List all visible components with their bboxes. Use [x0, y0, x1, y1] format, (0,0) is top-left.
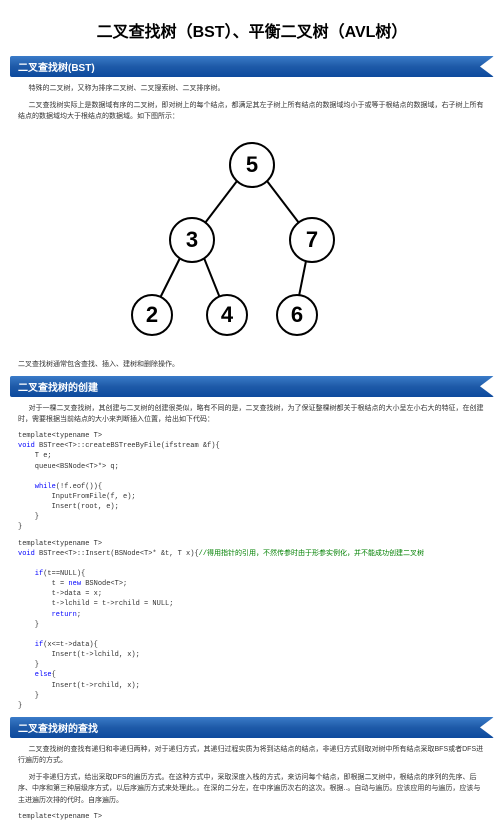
svg-text:2: 2 [146, 302, 158, 327]
section-header-bst: 二叉查找树(BST) [10, 56, 494, 77]
svg-text:4: 4 [221, 302, 234, 327]
svg-text:6: 6 [291, 302, 303, 327]
section-header-creation: 二叉查找树的创建 [10, 376, 494, 397]
search-p1: 二叉查找树的查找有递归和非递归两种，对于递归方式，其递归过程实质为将到达结点的结… [18, 744, 486, 766]
search-p2: 对于非递归方式，给出采取DFS的遍历方式。在这种方式中，采取深度入栈的方式，来访… [18, 772, 486, 806]
bst-tree-svg: 5 3 7 2 4 6 [102, 135, 402, 345]
section-header-search: 二叉查找树的查找 [10, 717, 494, 738]
bst-intro-p3: 二叉查找树通常包含查找、插入、建树和删除操作。 [18, 359, 486, 370]
bst-intro-p1: 特殊的二叉树，又称为排序二叉树、二叉搜索树、二叉排序树。 [18, 83, 486, 94]
svg-text:5: 5 [246, 152, 258, 177]
svg-text:3: 3 [186, 227, 198, 252]
code-block-create: template<typename T> void BSTree<T>::cre… [18, 431, 486, 532]
code-block-insert: template<typename T> void BSTree<T>::Ins… [18, 539, 486, 711]
creation-p1: 对于一棵二叉查找树，其创建与二叉树的创建很类似，略有不同的是，二叉查找树，为了保… [18, 403, 486, 425]
svg-text:7: 7 [306, 227, 318, 252]
page-title: 二叉查找树（BST）、平衡二叉树（AVL树） [10, 18, 494, 42]
bst-intro-p2: 二叉查找树实际上是数据域有序的二叉树，即对树上的每个结点，都满足其左子树上所有结… [18, 100, 486, 122]
code-block-search: template<typename T> [18, 812, 486, 822]
bst-diagram: 5 3 7 2 4 6 [10, 135, 494, 347]
